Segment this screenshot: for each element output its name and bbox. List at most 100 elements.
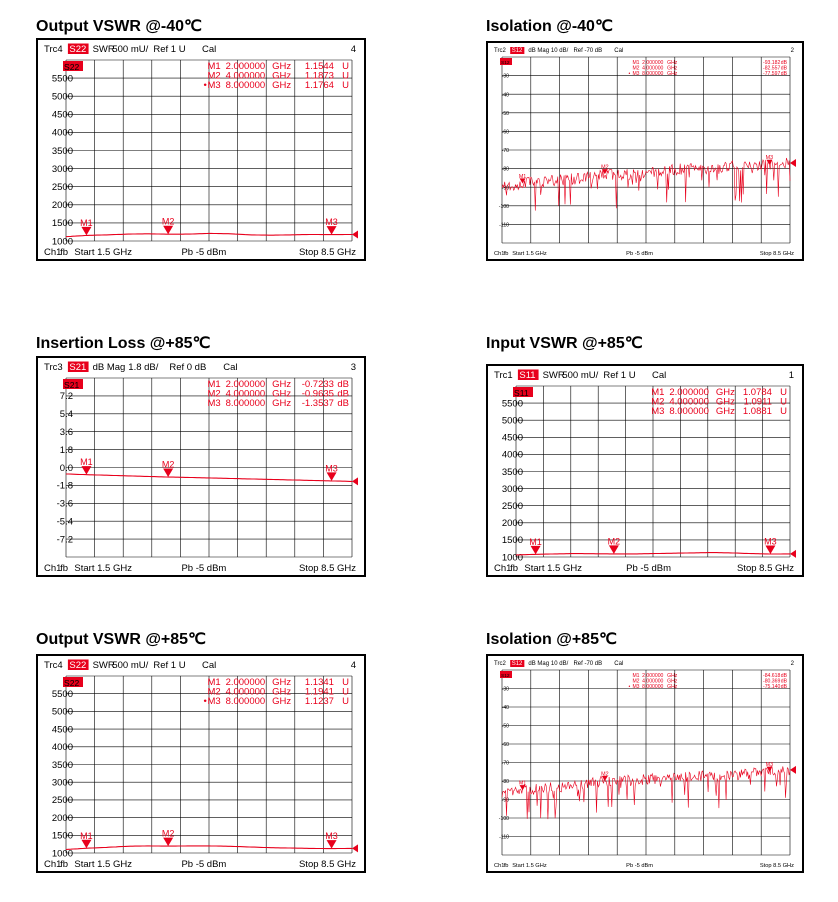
marker-readout-freq: 4.000000 xyxy=(226,389,266,400)
marker-readout-value: 1.1764 xyxy=(305,80,334,91)
marker-readout-vunit: U xyxy=(342,687,349,698)
marker-readout-freq: 2.000000 xyxy=(642,60,663,66)
marker-m1-triangle xyxy=(530,545,541,555)
marker-readout-value: 1.0784 xyxy=(743,387,772,398)
y-tick-label: 1500 xyxy=(52,218,73,229)
marker-m1-label: M1 xyxy=(80,831,93,841)
footer-channel: Ch1 xyxy=(44,563,61,574)
grid xyxy=(65,675,353,854)
header-trace: Trc4 xyxy=(44,660,63,671)
marker-readout-label: M3 xyxy=(208,80,221,91)
header-param: S11 xyxy=(519,370,535,381)
y-tick-label: 2000 xyxy=(52,813,73,824)
marker-m1-triangle xyxy=(519,178,526,184)
marker-m1-label: M1 xyxy=(80,457,93,467)
y-tick-label: -100 xyxy=(499,204,509,210)
footer-power: Pb -5 dBm xyxy=(626,563,671,574)
marker-readout-freq: 4.000000 xyxy=(669,397,709,408)
marker-readout-value: -93.182 xyxy=(763,60,780,66)
marker-m2-label: M2 xyxy=(162,217,175,227)
y-tick-label: 3000 xyxy=(52,164,73,175)
marker-readout-value: -82.557 xyxy=(763,66,780,72)
footer-stop: Stop 8.5 GHz xyxy=(760,863,794,869)
marker-readout-freq: 8.000000 xyxy=(669,406,709,417)
header-trace: Trc2 xyxy=(494,661,506,667)
marker-readout-value: -75.140 xyxy=(763,684,780,690)
marker-m1-triangle xyxy=(81,839,92,849)
header-format: SWR xyxy=(93,660,115,671)
marker-readout-unit: GHz xyxy=(716,406,735,417)
trace-line xyxy=(501,157,791,211)
footer-start: Start 1.5 GHz xyxy=(74,247,132,258)
marker-m2-triangle xyxy=(601,775,608,781)
footer-start: Start 1.5 GHz xyxy=(512,863,547,869)
marker-readout-label: M1 xyxy=(208,677,221,688)
marker-readout-label: M2 xyxy=(208,71,221,82)
marker-m3-label: M3 xyxy=(325,463,338,473)
ref-badge-label: S22 xyxy=(64,62,79,72)
marker-readout-unit: GHz xyxy=(667,60,678,66)
marker-m3-triangle xyxy=(326,226,337,235)
footer-power: Pb -5 dBm xyxy=(181,247,226,258)
marker-readout-unit: GHz xyxy=(667,679,678,685)
marker-readout-unit: GHz xyxy=(716,387,735,398)
y-tick-label: -90 xyxy=(502,798,510,804)
y-tick-label: -70 xyxy=(502,148,510,154)
marker-readout-freq: 8.000000 xyxy=(226,398,266,409)
header-cal: Cal xyxy=(202,660,216,671)
marker-readout-vunit: dB xyxy=(337,389,349,400)
footer-power: Pb -5 dBm xyxy=(626,863,653,869)
ref-badge xyxy=(63,61,83,71)
marker-m1-label: M1 xyxy=(519,174,527,180)
param-badge xyxy=(517,369,539,380)
marker-readout-vunit: U xyxy=(342,71,349,82)
marker-readout-value: 1.1941 xyxy=(305,687,334,698)
y-tick-label: -110 xyxy=(499,835,509,841)
marker-m2-triangle xyxy=(163,468,174,478)
y-tick-label: -100 xyxy=(499,816,509,822)
panel-insertion-loss-p85: Insertion Loss @+85℃ Trc3 S21 dB Mag 1.8 dB… xyxy=(36,333,366,577)
marker-readout-vunit: dB xyxy=(337,398,349,409)
vna-chart: Trc2 S12 dB Mag 10 dB/Ref -70 dB Cal 2 -30 -40 -… xyxy=(494,47,796,257)
y-tick-label: 4500 xyxy=(52,724,73,735)
header-ref: Ref 1 U xyxy=(153,660,185,671)
marker-m1-label: M1 xyxy=(519,781,527,787)
y-tick-label: 7.2 xyxy=(60,391,73,402)
marker-readout-unit: GHz xyxy=(667,673,678,679)
grid xyxy=(65,59,353,242)
y-tick-label: 3500 xyxy=(52,146,73,157)
y-tick-label: -110 xyxy=(499,223,509,229)
vna-screen: Trc2 S12 dB Mag 10 dB/Ref -70 dB Cal 2 -30 -40 -… xyxy=(486,654,804,873)
ref-arrow xyxy=(352,844,358,853)
header-param: S21 xyxy=(69,362,86,373)
param-badge xyxy=(510,660,525,667)
header-channel-num: 3 xyxy=(351,362,356,373)
grid xyxy=(501,669,791,856)
y-tick-label: 4500 xyxy=(502,433,523,444)
y-tick-label: 3000 xyxy=(502,484,523,495)
marker-readout-label: M3 xyxy=(632,71,639,77)
marker-m3-label: M3 xyxy=(766,155,774,161)
ref-badge-label: S12 xyxy=(501,673,510,679)
footer-fb: fb xyxy=(504,863,509,869)
marker-readout-label: M1 xyxy=(208,379,221,390)
marker-readout-unit: GHz xyxy=(272,389,291,400)
ref-badge xyxy=(500,58,512,65)
marker-readout-vunit: dB xyxy=(781,60,788,66)
header-channel-num: 4 xyxy=(351,660,356,671)
y-tick-label: 5000 xyxy=(502,416,523,427)
marker-readout-freq: 4.000000 xyxy=(642,679,663,685)
y-tick-label: -5.4 xyxy=(57,517,73,528)
marker-m3-label: M3 xyxy=(325,217,338,227)
footer-fb: fb xyxy=(504,251,509,257)
marker-readout-label: M2 xyxy=(632,679,639,685)
marker-readout-value: -0.7233 xyxy=(302,379,334,390)
marker-readout-unit: GHz xyxy=(272,687,291,698)
panel-title: Insertion Loss @+85℃ xyxy=(36,335,211,352)
y-tick-label: -60 xyxy=(502,130,510,136)
header-trace: Trc2 xyxy=(494,48,506,54)
marker-readout-vunit: dB xyxy=(337,379,349,390)
header-cal: Cal xyxy=(652,370,666,381)
marker-readout-unit: GHz xyxy=(667,684,678,690)
marker-readout-value: -0.9635 xyxy=(302,389,334,400)
